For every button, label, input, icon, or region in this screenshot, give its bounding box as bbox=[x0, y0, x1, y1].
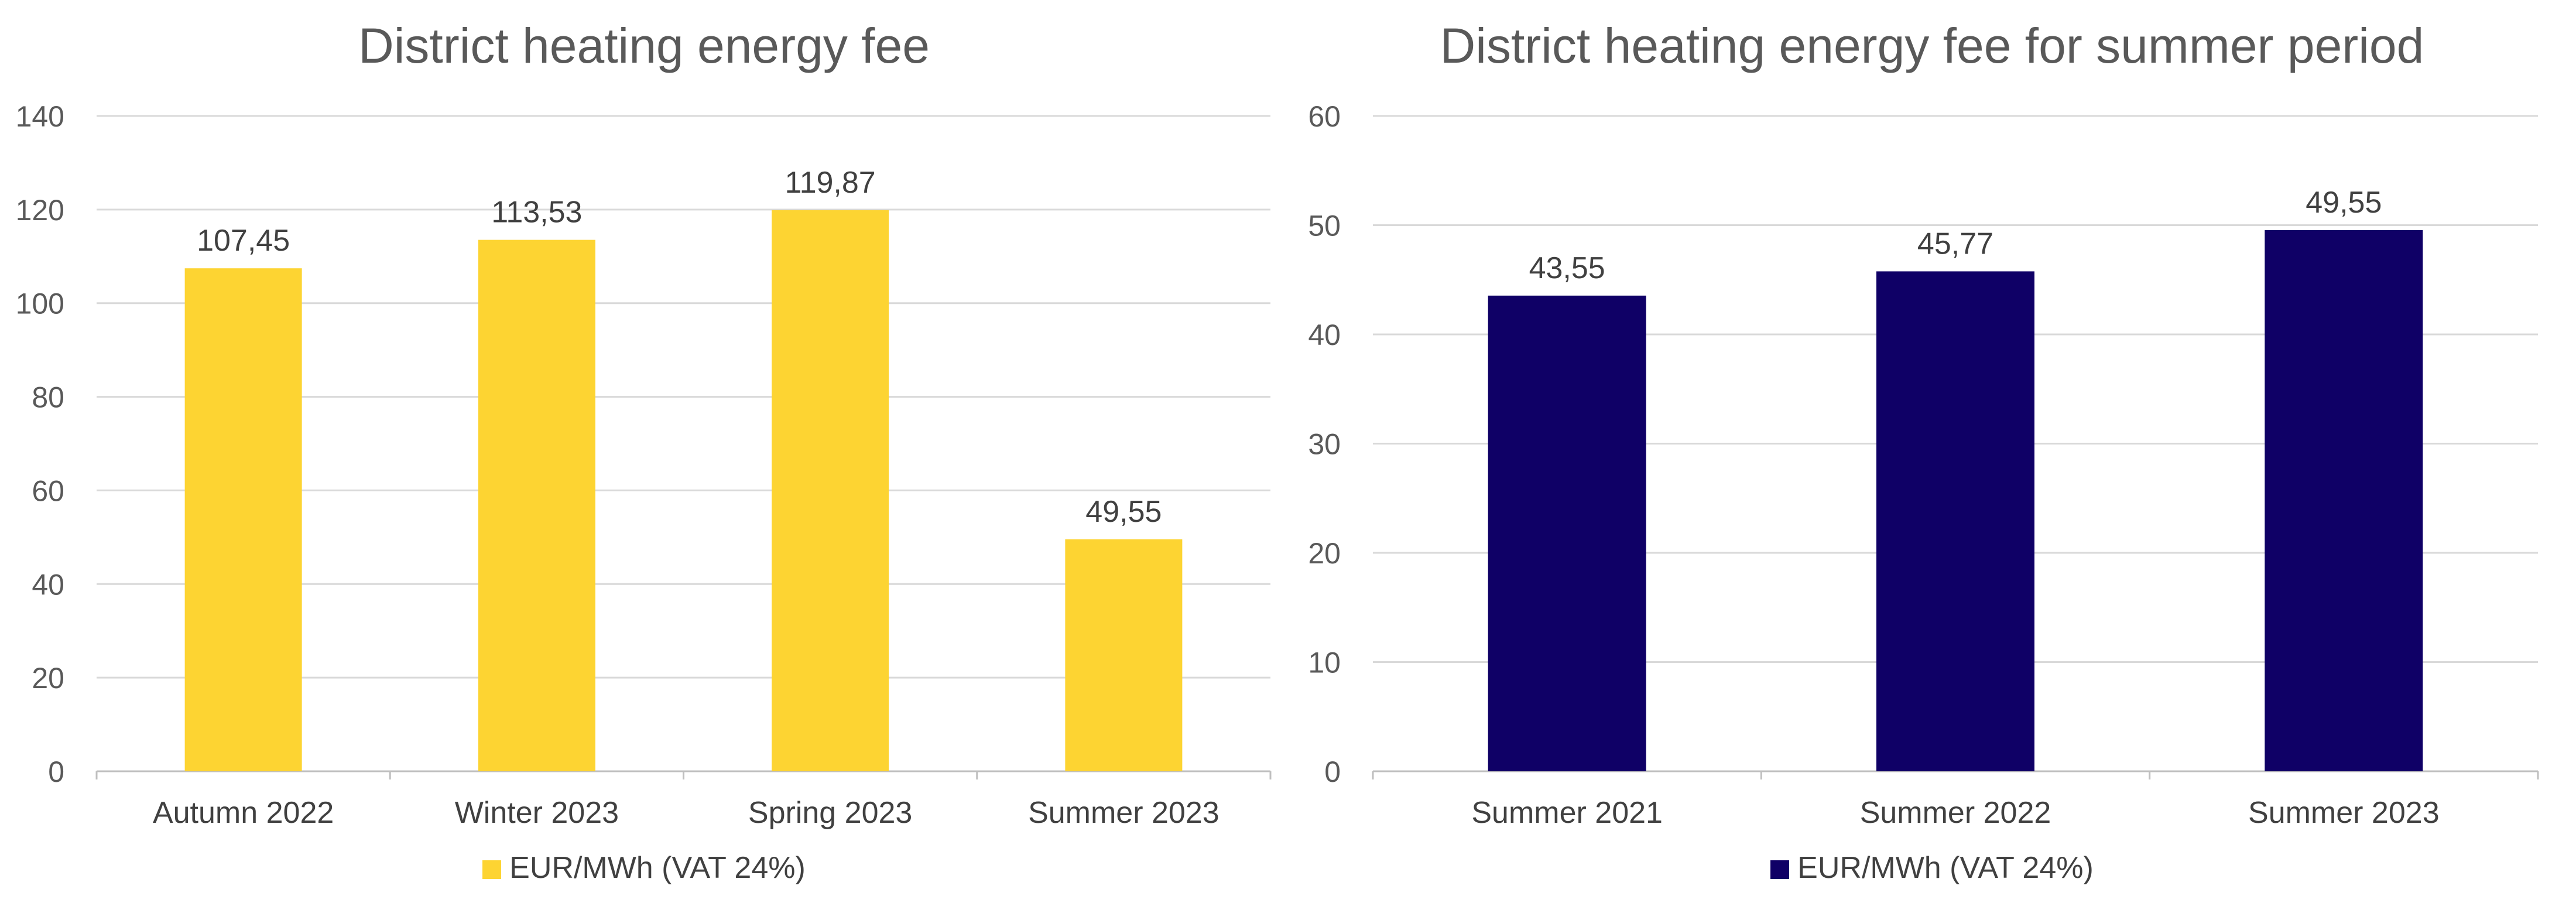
bar bbox=[478, 240, 595, 771]
x-tick-label: Summer 2021 bbox=[1471, 796, 1663, 830]
x-tick-label: Winter 2023 bbox=[455, 796, 619, 830]
legend-swatch bbox=[482, 860, 502, 879]
legend-label: EUR/MWh (VAT 24%) bbox=[1797, 851, 2094, 885]
legend-swatch bbox=[1770, 860, 1790, 879]
y-tick-label: 10 bbox=[1308, 647, 1341, 679]
data-label: 49,55 bbox=[2306, 186, 2382, 220]
bar bbox=[2265, 230, 2423, 772]
y-tick-label: 120 bbox=[16, 194, 64, 227]
chart-title: District heating energy fee bbox=[358, 18, 930, 73]
y-tick-label: 0 bbox=[48, 755, 64, 788]
y-tick-label: 60 bbox=[32, 474, 64, 507]
chart-title: District heating energy fee for summer p… bbox=[1440, 18, 2424, 73]
y-tick-label: 0 bbox=[1324, 755, 1341, 788]
x-tick-label: Autumn 2022 bbox=[153, 796, 334, 830]
x-tick-label: Summer 2023 bbox=[1028, 796, 1220, 830]
y-tick-label: 30 bbox=[1308, 428, 1341, 461]
y-tick-label: 20 bbox=[1308, 537, 1341, 570]
bar bbox=[772, 210, 889, 771]
plot-area: 0 20 40 60 80 100 120 140 107,45 Autumn 2022 113,5… bbox=[16, 100, 1272, 830]
y-tick-label: 140 bbox=[16, 100, 64, 133]
bar bbox=[1488, 295, 1646, 772]
data-label: 45,77 bbox=[1917, 227, 1993, 261]
data-label: 119,87 bbox=[785, 166, 876, 200]
data-label: 43,55 bbox=[1529, 251, 1605, 285]
chart-summer-period-fee: District heating energy fee for summer p… bbox=[1288, 0, 2576, 913]
data-label: 113,53 bbox=[491, 196, 582, 230]
bar bbox=[1876, 271, 2034, 771]
y-tick-label: 40 bbox=[1308, 319, 1341, 351]
y-tick-label: 80 bbox=[32, 381, 64, 414]
y-tick-label: 40 bbox=[32, 568, 64, 601]
data-label: 107,45 bbox=[197, 224, 290, 258]
plot-area: 0 10 20 30 40 50 60 43,55 Summer 2021 45,77 Summer… bbox=[1308, 100, 2539, 830]
legend: EUR/MWh (VAT 24%) bbox=[0, 850, 1288, 885]
x-tick-label: Summer 2022 bbox=[1860, 796, 2051, 830]
y-tick-label: 60 bbox=[1308, 100, 1341, 133]
bar bbox=[184, 268, 302, 772]
legend: EUR/MWh (VAT 24%) bbox=[1288, 850, 2576, 885]
data-label: 49,55 bbox=[1085, 495, 1162, 529]
y-tick-label: 100 bbox=[16, 288, 64, 320]
chart-district-heating-energy-fee: District heating energy fee 0 20 40 60 80 100… bbox=[0, 18, 1288, 885]
x-tick-label: Summer 2023 bbox=[2248, 796, 2440, 830]
x-tick-label: Spring 2023 bbox=[748, 796, 912, 830]
legend-label: EUR/MWh (VAT 24%) bbox=[509, 851, 806, 885]
y-tick-label: 50 bbox=[1308, 210, 1341, 242]
bar bbox=[1065, 539, 1183, 771]
y-tick-label: 20 bbox=[32, 662, 64, 695]
